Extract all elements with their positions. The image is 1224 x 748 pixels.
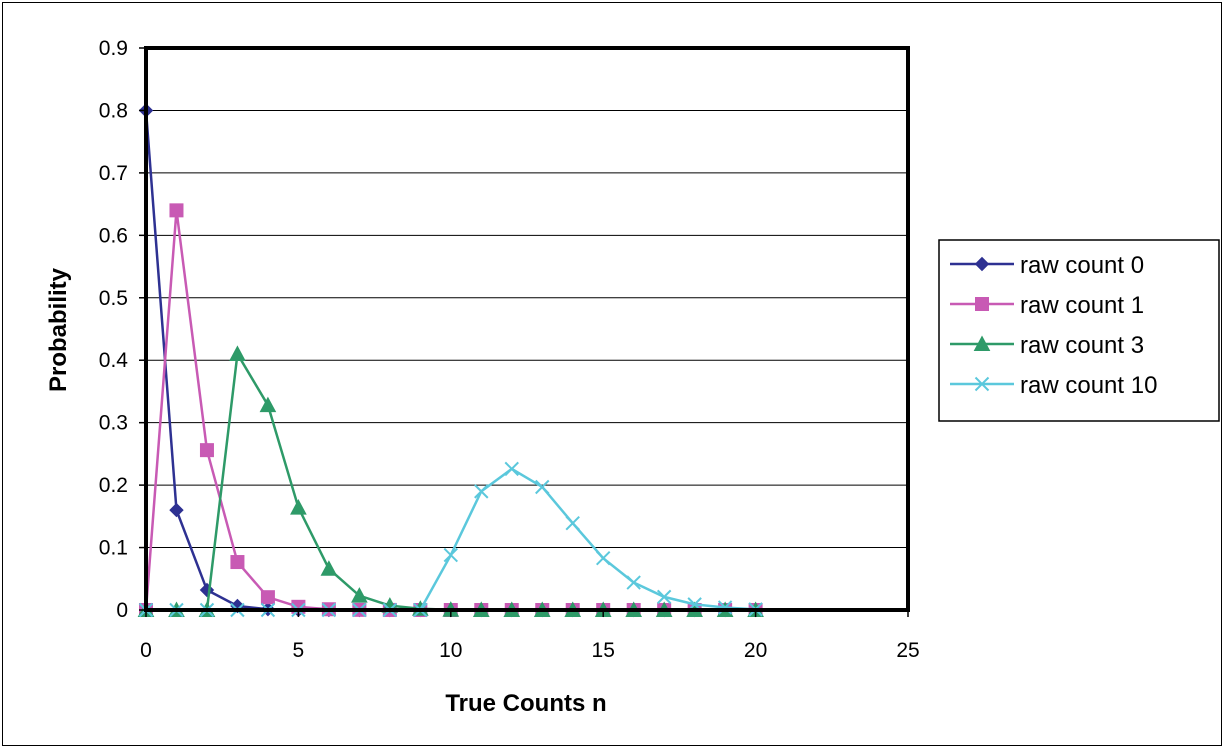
x-marker-stroke (626, 575, 641, 590)
x-tick-label: 0 (140, 639, 152, 662)
x-tick-label: 15 (592, 639, 615, 662)
data-point (169, 203, 184, 218)
data-point (656, 589, 672, 605)
legend-label: raw count 10 (1020, 372, 1157, 399)
gridlines (146, 109, 908, 549)
data-point (230, 555, 245, 570)
data-point (535, 479, 550, 495)
x-tick-label: 5 (293, 639, 305, 662)
data-point (199, 443, 214, 458)
y-tick-label: 0.9 (99, 37, 128, 60)
data-point (260, 590, 275, 605)
x-marker-stroke (443, 547, 459, 563)
series-raw-count-3 (137, 345, 764, 617)
legend-marker (975, 297, 989, 311)
data-point (290, 499, 307, 515)
legend-label: raw count 1 (1020, 292, 1144, 319)
y-axis-ticks: 0 0.1 0.2 0.3 0.4 0.5 0.6 0.7 0.8 0.9 (99, 37, 146, 622)
x-axis-ticks: 0 5 10 15 20 25 (140, 610, 920, 662)
legend-item: raw count 1 (950, 292, 1144, 319)
legend-marker (974, 256, 990, 272)
y-tick-label: 0.1 (99, 537, 128, 560)
y-tick-label: 0 (116, 599, 128, 622)
x-marker-stroke (565, 515, 580, 531)
x-marker-stroke (595, 550, 611, 566)
y-tick-label: 0.4 (99, 349, 129, 372)
data-point (443, 547, 459, 563)
data-point (229, 345, 246, 361)
x-axis-title: True Counts n (445, 690, 606, 717)
data-point (320, 560, 338, 576)
y-axis-title: Probability (45, 267, 72, 392)
y-tick-label: 0.5 (99, 287, 128, 310)
x-tick-label: 10 (439, 639, 462, 662)
y-tick-label: 0.3 (99, 412, 128, 435)
legend-marker (974, 376, 990, 392)
series-line (146, 467, 756, 612)
legend-label: raw count 3 (1020, 332, 1144, 359)
y-tick-label: 0.7 (99, 162, 128, 185)
x-tick-label: 20 (744, 639, 767, 662)
legend-label: raw count 0 (1020, 252, 1144, 279)
legend-item: raw count 10 (950, 372, 1157, 399)
series-line (144, 210, 756, 612)
y-tick-label: 0.6 (99, 224, 128, 247)
y-tick-label: 0.8 (99, 99, 128, 122)
x-marker-stroke (474, 484, 489, 499)
legend-item: raw count 3 (950, 332, 1144, 359)
y-tick-label: 0.2 (99, 474, 128, 497)
data-point (169, 502, 184, 518)
legend-box (938, 239, 1220, 422)
x-marker-stroke (974, 376, 990, 392)
legend: raw count 0 raw count 1 raw count 3 raw cou… (938, 239, 1220, 422)
data-point (199, 582, 215, 598)
data-point (504, 461, 519, 477)
data-point (259, 396, 277, 413)
data-point (351, 587, 368, 603)
data-point (595, 550, 611, 566)
plot-area-border (144, 46, 910, 612)
x-marker-stroke (504, 461, 519, 477)
x-marker-stroke (656, 589, 672, 605)
legend-marker (973, 335, 991, 351)
data-point (565, 515, 580, 531)
data-point (626, 575, 641, 590)
series-line (146, 350, 756, 612)
x-marker-stroke (535, 479, 550, 495)
data-point (474, 484, 489, 499)
x-tick-label: 25 (896, 639, 919, 662)
legend-item: raw count 0 (950, 252, 1144, 279)
